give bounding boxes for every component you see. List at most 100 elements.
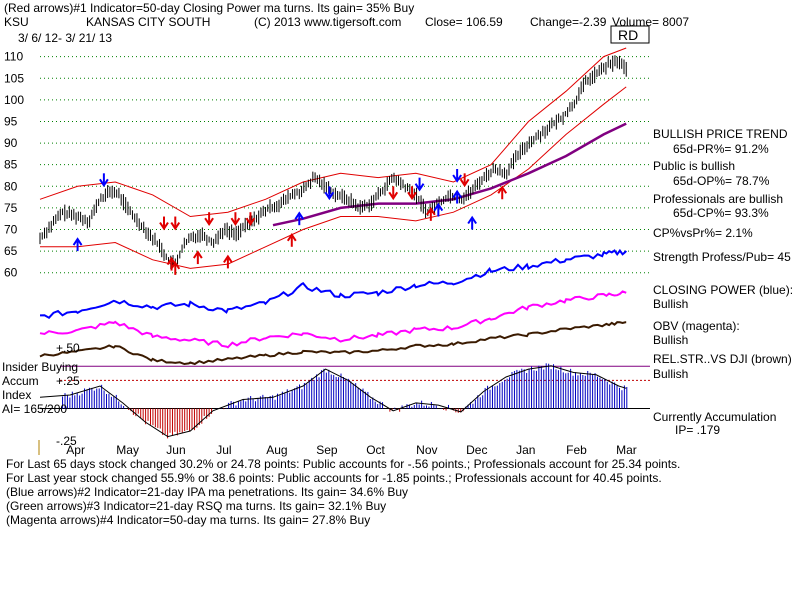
blue-up-arrow: [452, 189, 462, 204]
red-up-arrow: [193, 250, 203, 265]
x-tick-jun: Jun: [166, 443, 185, 457]
red-down-arrow: [245, 212, 256, 227]
x-tick-oct: Oct: [366, 443, 385, 457]
y-tick-80: 80: [4, 179, 18, 193]
red-up-arrow-head: [286, 232, 297, 242]
y-tick-70: 70: [4, 223, 18, 237]
red-down-arrow: [407, 186, 417, 201]
footer-line5: (Magenta arrows)#4 Indicator=50-day ma t…: [6, 513, 370, 527]
red-down-arrow-head: [459, 178, 470, 188]
blue-down-arrow-head: [452, 174, 462, 183]
footer-line1: For Last 65 days stock changed 30.2% or …: [6, 457, 680, 471]
date-range: 3/ 6/ 12- 3/ 21/ 13: [18, 31, 112, 45]
x-tick-sep: Sep: [316, 443, 338, 457]
red-down-arrow-head: [170, 221, 181, 231]
obv-line: [39, 290, 627, 349]
relstr-value: Bullish: [653, 367, 688, 381]
price-bars: [39, 55, 627, 270]
lower-band-line: [40, 86, 627, 269]
accumulation-panel: [39, 363, 650, 439]
closing-power-value: Bullish: [653, 297, 688, 311]
footer-line4: (Green arrows)#3 Indicator=21-day RSQ ma…: [6, 499, 386, 513]
red-up-arrow-head: [166, 256, 177, 266]
rd-badge: RD: [618, 27, 638, 43]
accum-plus25: +.25: [56, 374, 80, 388]
cpvspr-value: CP%vsPr%= 2.1%: [653, 226, 753, 240]
obv-title: OBV (magenta):: [653, 319, 740, 333]
x-tick-jul: Jul: [216, 443, 231, 457]
red-down-arrow: [459, 173, 470, 188]
blue-down-arrow-head: [99, 178, 109, 188]
y-tick-85: 85: [4, 158, 18, 172]
red-down-arrow-head: [388, 191, 399, 201]
red-down-arrow: [159, 216, 169, 231]
copyright: (C) 2013 www.tigersoft.com: [254, 15, 401, 29]
change-value: Change=-2.39: [530, 15, 607, 29]
closing-power-line: [39, 248, 627, 319]
red-up-arrow-head: [170, 261, 181, 270]
y-tick-105: 105: [4, 71, 24, 85]
x-tick-dec: Dec: [466, 443, 487, 457]
public-title: Public is bullish: [653, 159, 735, 173]
blue-down-arrow: [414, 177, 425, 192]
company-name: KANSAS CITY SOUTH: [86, 15, 210, 29]
y-tick-60: 60: [4, 266, 18, 280]
price-gridlines: [40, 56, 650, 274]
ma50-line: [272, 122, 627, 227]
closing-power-title: CLOSING POWER (blue):: [653, 283, 793, 297]
blue-down-arrow-head: [414, 183, 425, 192]
header-line1: (Red arrows)#1 Indicator=50-day Closing …: [4, 1, 414, 15]
red-up-arrow: [425, 207, 436, 221]
x-tick-mar: Mar: [616, 443, 637, 457]
red-up-arrow-head: [223, 254, 233, 263]
red-down-arrow-head: [204, 217, 214, 227]
ai-value: AI= 165/200: [2, 402, 67, 416]
red-up-arrow: [497, 185, 508, 200]
y-tick-90: 90: [4, 136, 18, 150]
blue-up-arrow: [433, 202, 444, 217]
blue-down-arrow: [99, 173, 109, 188]
red-down-arrow-head: [159, 221, 169, 231]
blue-down-arrow-head: [324, 191, 335, 201]
blue-up-arrow-head: [294, 211, 305, 220]
index-label: Index: [2, 388, 31, 402]
pr-value: 65d-PR%= 91.2%: [673, 142, 769, 156]
accum-histogram: [62, 363, 628, 439]
red-down-arrow: [170, 216, 181, 231]
x-tick-may: May: [116, 443, 139, 457]
red-up-arrow-head: [497, 185, 508, 194]
blue-up-arrow-head: [467, 215, 477, 225]
month-x-axis: Apr May Jun Jul Aug Sep Oct Nov Dec Jan Feb Mar: [66, 443, 636, 457]
prof-title: Professionals are bullish: [653, 192, 783, 206]
red-down-arrow-head: [230, 217, 241, 227]
upper-band-line: [39, 47, 627, 218]
y-tick-75: 75: [4, 201, 18, 215]
trend-title: BULLISH PRICE TREND: [653, 127, 788, 141]
accum-ma-line: [39, 365, 627, 438]
rd-badge-box: [610, 25, 650, 44]
blue-up-arrow-head: [433, 202, 444, 212]
red-down-arrow: [204, 212, 214, 227]
red-down-arrow-head: [407, 191, 417, 201]
blue-down-arrow: [452, 169, 462, 183]
blue-up-arrow-head: [72, 237, 83, 246]
relstr-line: [39, 321, 627, 366]
insider-buying-label: Insider Buying: [2, 360, 78, 374]
red-down-arrow: [230, 212, 241, 227]
footer-line2: For Last year stock changed 55.9% or 38.…: [6, 471, 662, 485]
blue-up-arrow: [467, 215, 477, 230]
accum-minus25: -.25: [56, 434, 77, 448]
blue-up-arrow-head: [452, 189, 462, 199]
footer-line3: (Blue arrows)#2 Indicator=21-day IPA ma …: [6, 485, 408, 499]
indicator-panel: [39, 248, 627, 366]
y-tick-95: 95: [4, 114, 18, 128]
op-value: 65d-OP%= 78.7%: [673, 174, 770, 188]
red-down-arrow-head: [245, 217, 256, 227]
symbol: KSU: [4, 15, 29, 29]
y-tick-65: 65: [4, 244, 18, 258]
close-value: Close= 106.59: [425, 15, 503, 29]
red-up-arrow-head: [425, 207, 436, 216]
accum-plus50: +.50: [56, 341, 80, 355]
accum-value: IP= .179: [675, 423, 720, 437]
